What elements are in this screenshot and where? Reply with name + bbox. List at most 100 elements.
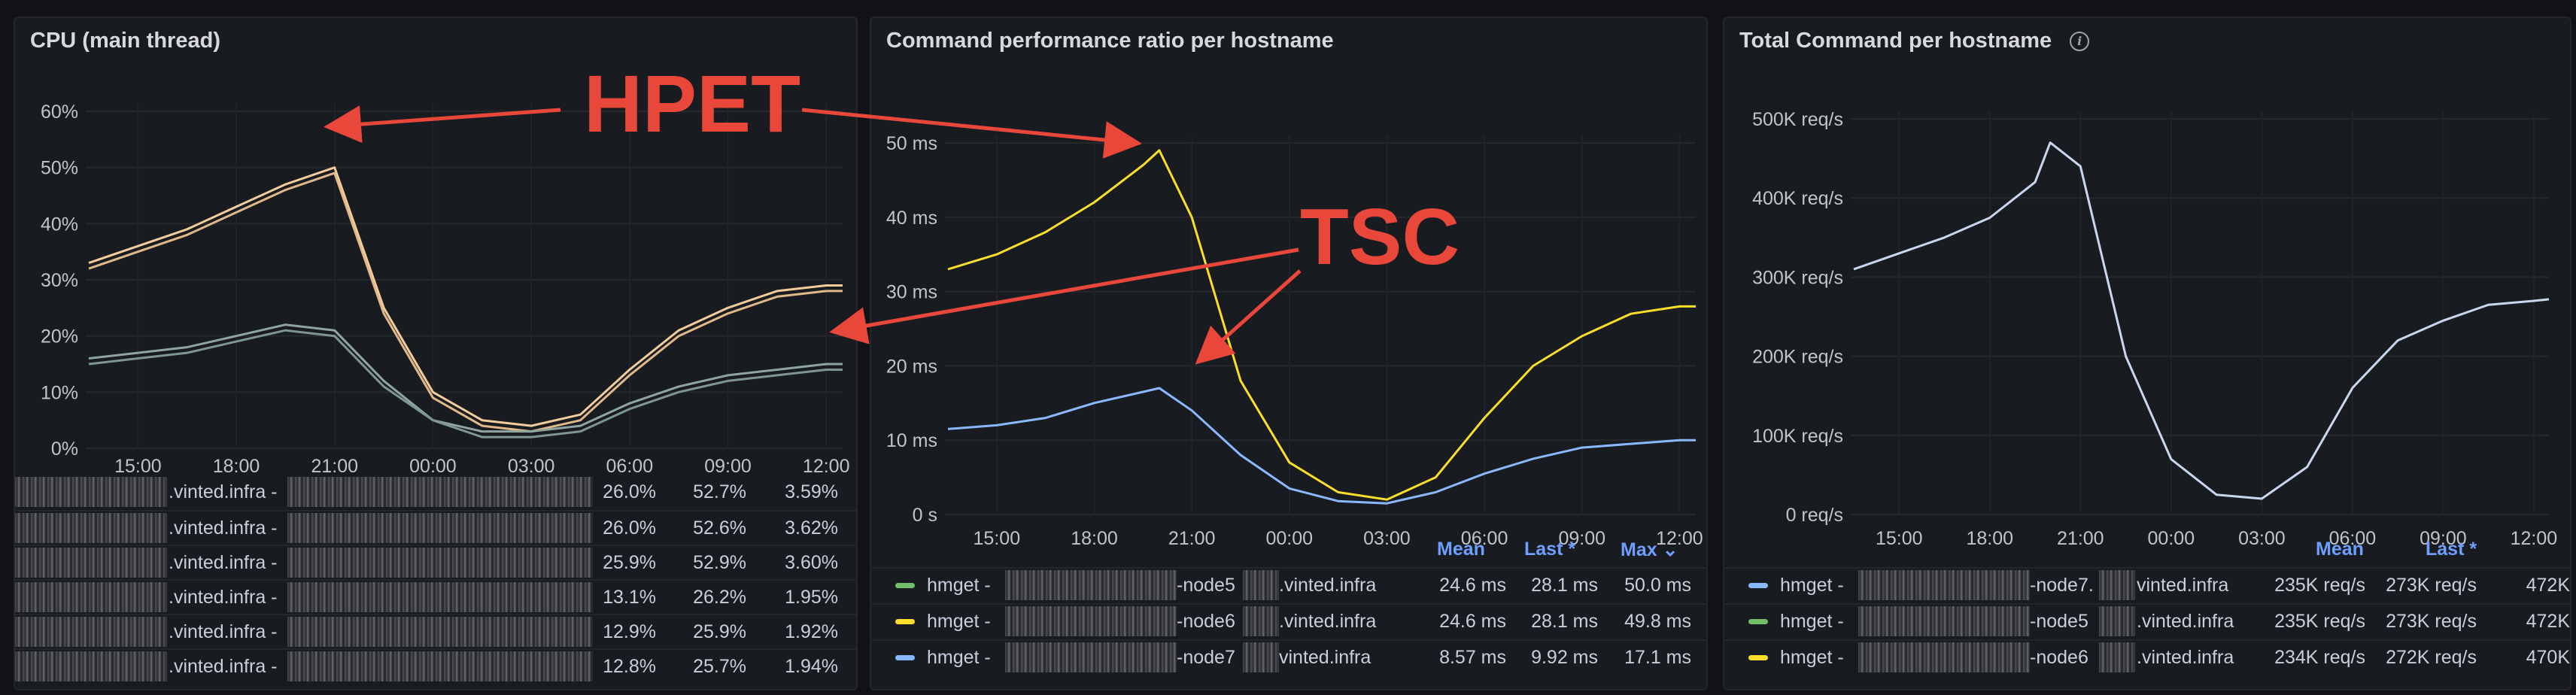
- legend-value-3: 1.95%: [785, 587, 838, 608]
- legend-header-mean[interactable]: Mean: [1437, 539, 1485, 560]
- series-line-1[interactable]: [947, 387, 1696, 505]
- legend-row[interactable]: .vinted.infra - 13.1% 26.2% 1.95%: [15, 579, 856, 614]
- legend-row[interactable]: hmget - -node6 .vinted.infra 24.6 ms 28.1 ms…: [871, 603, 1706, 638]
- y-tick-label: 0 req/s: [1786, 505, 1843, 526]
- x-tick-label: 03:00: [508, 456, 555, 477]
- redacted-hostname: [15, 582, 167, 612]
- total-legend: hmget - -node7. vinted.infra 235K req/s 273K…: [1724, 567, 2570, 689]
- cpu-chart[interactable]: 0% 10% 20% 30% 40% 50% 60% 15:00 18:00 21:00 00:00…: [15, 18, 858, 477]
- x-tick-label: 21:00: [1168, 528, 1216, 549]
- legend-suffix: .vinted.infra: [1279, 611, 1377, 632]
- legend-row[interactable]: .vinted.infra - 26.0% 52.7% 3.59%: [15, 475, 856, 510]
- y-tick-label: 30%: [41, 270, 78, 291]
- legend-last: 28.1 ms: [1531, 575, 1598, 596]
- legend-row[interactable]: .vinted.infra - 12.8% 25.7% 1.94%: [15, 648, 856, 683]
- legend-row[interactable]: hmget - -node7. vinted.infra 235K req/s 273K…: [1724, 567, 2570, 602]
- legend-prefix: hmget -: [1780, 575, 1844, 596]
- y-tick-label: 400K req/s: [1752, 188, 1843, 209]
- legend-value-1: 26.0%: [603, 481, 656, 502]
- series-line-0[interactable]: [947, 149, 1696, 501]
- x-tick-label: 12:00: [2511, 528, 2558, 549]
- y-tick-label: 10%: [41, 382, 78, 403]
- series-line-3[interactable]: [88, 329, 843, 439]
- legend-prefix: hmget -: [927, 575, 991, 596]
- legend-host-label: .vinted.infra -: [169, 517, 278, 539]
- legend-host-label: .vinted.infra -: [169, 621, 278, 642]
- panel-title[interactable]: Command performance ratio per hostname: [886, 29, 1334, 53]
- ratio-chart[interactable]: 0 s 10 ms 20 ms 30 ms 40 ms 50 ms 15:00 18:00 21…: [871, 18, 1708, 549]
- x-tick-label: 18:00: [213, 456, 260, 477]
- x-tick-label: 09:00: [704, 456, 752, 477]
- panel-title[interactable]: CPU (main thread): [30, 29, 220, 53]
- legend-max: 17.1 ms: [1624, 647, 1691, 668]
- hpet-annotation: HPET: [584, 58, 801, 149]
- series-line-0[interactable]: [88, 166, 843, 427]
- y-tick-label: 50%: [41, 158, 78, 179]
- redacted-hostname: [287, 477, 593, 507]
- legend-row[interactable]: .vinted.infra - 12.9% 25.9% 1.92%: [15, 614, 856, 648]
- legend-node: -node5: [1177, 575, 1235, 596]
- legend-row[interactable]: hmget - -node5 .vinted.infra 235K req/s 273K…: [1724, 603, 2570, 638]
- legend-header-last[interactable]: Last *: [1524, 539, 1576, 560]
- legend-host-label: .vinted.infra -: [169, 656, 278, 677]
- legend-header-mean[interactable]: Mean: [2316, 539, 2364, 560]
- series-swatch: [1748, 655, 1768, 660]
- legend-value-1: 26.0%: [603, 517, 656, 539]
- legend-value-2: 26.2%: [693, 587, 746, 608]
- info-icon[interactable]: i: [2070, 32, 2090, 52]
- panel-header: Total Command per hostname i: [1739, 29, 2090, 53]
- redacted-hostname: [287, 513, 593, 543]
- ratio-legend: hmget - -node5 .vinted.infra 24.6 ms 28.1 ms…: [871, 567, 1706, 689]
- redacted-hostname: [1858, 606, 2030, 636]
- x-tick-label: 18:00: [1071, 528, 1118, 549]
- legend-row[interactable]: hmget - -node5 .vinted.infra 24.6 ms 28.1 ms…: [871, 567, 1706, 602]
- y-tick-label: 100K req/s: [1752, 426, 1843, 447]
- legend-row[interactable]: .vinted.infra - 26.0% 52.6% 3.62%: [15, 510, 856, 545]
- redacted-hostname: [1005, 642, 1177, 672]
- legend-mean: 8.57 ms: [1439, 647, 1506, 668]
- legend-header-max[interactable]: Max ⌄: [1621, 539, 1678, 560]
- tsc-annotation: TSC: [1300, 193, 1460, 281]
- y-tick-label: 30 ms: [886, 282, 937, 303]
- y-tick-label: 10 ms: [886, 430, 937, 451]
- series-swatch: [895, 619, 915, 624]
- legend-value-1: 13.1%: [603, 587, 656, 608]
- legend-row[interactable]: .vinted.infra - 25.9% 52.9% 3.60%: [15, 545, 856, 579]
- legend-node: -node6: [2030, 647, 2088, 668]
- redacted-hostname: [287, 651, 593, 681]
- y-tick-label: 60%: [41, 102, 78, 123]
- y-tick-label: 0 s: [913, 505, 937, 526]
- legend-max: 50.0 ms: [1624, 575, 1691, 596]
- series-line-0[interactable]: [1853, 141, 2550, 500]
- legend-suffix: vinted.infra: [2137, 575, 2229, 596]
- legend-max: 472K: [2526, 575, 2570, 596]
- x-tick-label: 15:00: [114, 456, 162, 477]
- series-line-2[interactable]: [88, 323, 843, 433]
- legend-host-label: .vinted.infra -: [169, 552, 278, 573]
- legend-node: -node5: [2030, 611, 2088, 632]
- redacted-hostname: [287, 548, 593, 578]
- x-tick-label: 00:00: [409, 456, 457, 477]
- cpu-legend: .vinted.infra -26.0% 52.7% 3.59% .vinted.in…: [15, 475, 856, 689]
- x-tick-label: 15:00: [1876, 528, 1923, 549]
- legend-node: -node6: [1177, 611, 1235, 632]
- redacted-hostname: [2099, 570, 2135, 600]
- panel-title[interactable]: Total Command per hostname: [1739, 29, 2052, 53]
- legend-row[interactable]: hmget - -node7 vinted.infra 8.57 ms 9.92 ms 1…: [871, 639, 1706, 674]
- legend-value-3: 3.62%: [785, 517, 838, 539]
- legend-last: 28.1 ms: [1531, 611, 1598, 632]
- y-tick-label: 20%: [41, 326, 78, 348]
- series-line-1[interactable]: [88, 171, 843, 433]
- redacted-hostname: [15, 513, 167, 543]
- legend-prefix: hmget -: [1780, 611, 1844, 632]
- legend-value-3: 3.59%: [785, 481, 838, 502]
- legend-prefix: hmget -: [927, 647, 991, 668]
- legend-row[interactable]: hmget - -node6 .vinted.infra 234K req/s 272K…: [1724, 639, 2570, 674]
- series-swatch: [895, 655, 915, 660]
- x-tick-label: 15:00: [974, 528, 1021, 549]
- x-tick-label: 12:00: [1656, 528, 1703, 549]
- x-tick-label: 00:00: [1266, 528, 1314, 549]
- legend-header-last[interactable]: Last *: [2426, 539, 2477, 560]
- legend-mean: 24.6 ms: [1439, 575, 1506, 596]
- total-chart[interactable]: 0 req/s 100K req/s 200K req/s 300K req/s 400…: [1724, 18, 2571, 549]
